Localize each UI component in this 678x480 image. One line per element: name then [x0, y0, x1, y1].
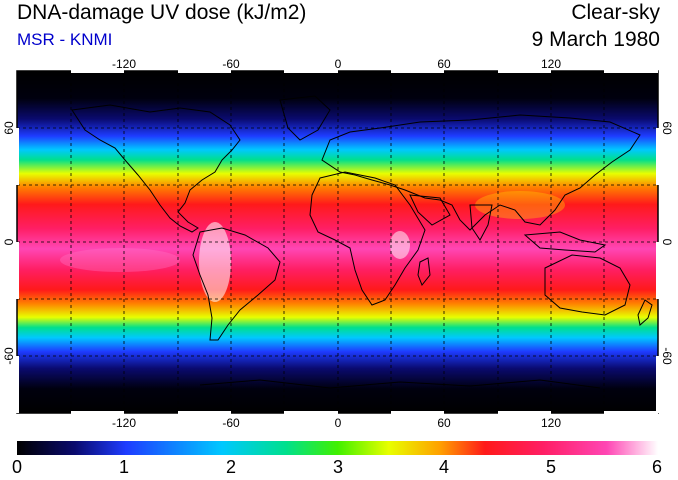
colorbar-tick-label: 0 [11, 457, 23, 477]
andes-high-dose [199, 222, 231, 302]
lon-tick-bottom: 0 [335, 416, 342, 430]
data-source-label: MSR - KNMI [17, 30, 113, 49]
lon-tick-bottom: 120 [541, 416, 561, 430]
map-title: DNA-damage UV dose (kJ/m2) [17, 1, 307, 24]
colorbar-tick-label: 2 [225, 457, 237, 477]
colorbar-tick-label: 3 [332, 457, 344, 477]
lon-tick-top: 60 [437, 57, 451, 71]
lon-tick-top: -120 [112, 57, 136, 71]
lon-tick-top: 0 [335, 57, 342, 71]
new-zealand-outline [637, 299, 653, 326]
lon-tick-bottom: -60 [222, 416, 240, 430]
colorbar-tick-label: 6 [651, 457, 663, 477]
lat-tick-right: -60 [660, 347, 674, 365]
sky-condition-label: Clear-sky [571, 1, 660, 24]
colorbar [17, 441, 658, 455]
madagascar-outline [417, 257, 431, 286]
lon-tick-top: -60 [222, 57, 240, 71]
east-africa-high-dose [390, 231, 410, 259]
australia-outline [544, 254, 631, 316]
lon-tick-top: 120 [541, 57, 561, 71]
lat-tick-right: 0 [660, 239, 674, 246]
lon-tick-bottom: -120 [112, 416, 136, 430]
lat-tick-left: -60 [2, 347, 16, 365]
colorbar-tick-label: 1 [118, 457, 130, 477]
lat-tick-right: 60 [660, 121, 674, 135]
eurasia-outline [321, 114, 641, 231]
date-label: 9 March 1980 [531, 28, 660, 51]
south-america-outline [192, 227, 281, 341]
frame-ticks [16, 70, 659, 414]
colorbar-tick-label: 4 [438, 457, 450, 477]
antarctica-outline [199, 379, 601, 389]
lat-tick-left: 0 [2, 238, 16, 245]
india-outline [469, 204, 493, 241]
coastlines [71, 95, 653, 389]
arabia-outline [409, 194, 451, 226]
indonesia-outline [523, 231, 607, 253]
graticule [17, 71, 658, 413]
lat-tick-left: 60 [2, 121, 16, 135]
colorbar-tick-label: 5 [545, 457, 557, 477]
lon-tick-bottom: 60 [437, 416, 451, 430]
